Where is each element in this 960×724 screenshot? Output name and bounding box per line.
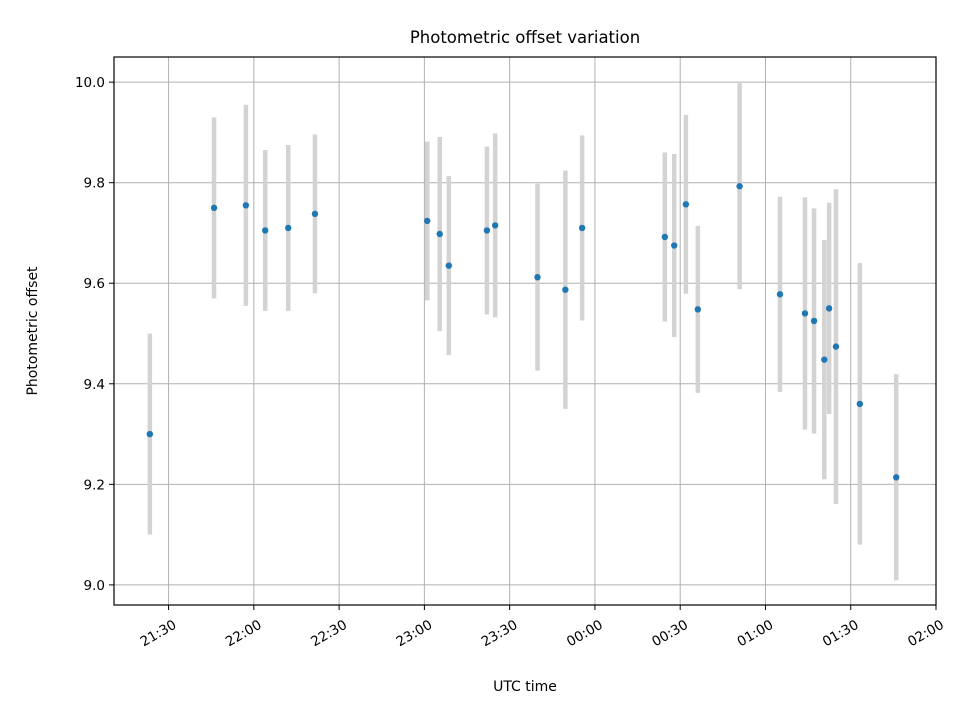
data-point: [562, 286, 569, 293]
y-axis-ticks: 9.0 9.2 9.4 9.6 9.8 10.0: [75, 75, 114, 594]
data-point: [491, 222, 499, 229]
data-point: [661, 233, 669, 241]
data-point: [821, 356, 828, 363]
x-axis-label: UTC time: [493, 679, 557, 695]
data-point: [694, 306, 702, 313]
y-tick-label: 9.8: [84, 176, 105, 192]
data-points: [146, 183, 900, 481]
data-point: [285, 224, 292, 232]
data-point: [832, 343, 840, 350]
chart-title: Photometric offset variation: [410, 28, 640, 47]
plot-frame: [113, 56, 937, 606]
data-point: [682, 201, 690, 208]
data-point: [776, 291, 784, 298]
data-point: [445, 262, 453, 269]
data-point: [810, 317, 818, 325]
data-point: [210, 204, 218, 212]
data-point: [534, 274, 541, 281]
data-point: [893, 474, 900, 481]
data-point: [146, 430, 154, 438]
y-tick-label: 9.0: [84, 578, 105, 594]
data-point: [578, 224, 586, 232]
data-point: [311, 210, 319, 218]
y-axis-label: Photometric offset: [25, 266, 41, 396]
data-point: [242, 202, 250, 209]
y-tick-label: 9.2: [84, 477, 105, 493]
data-point: [825, 305, 833, 312]
data-point: [262, 227, 269, 234]
y-tick-label: 10.0: [75, 75, 105, 91]
data-point: [856, 400, 864, 408]
y-tick-label: 9.4: [84, 377, 105, 393]
data-point: [483, 227, 491, 234]
data-point: [801, 310, 809, 317]
data-point: [436, 230, 443, 238]
data-point: [424, 217, 431, 225]
y-tick-label: 9.6: [84, 276, 105, 292]
data-point: [736, 183, 743, 190]
data-point: [671, 242, 678, 249]
